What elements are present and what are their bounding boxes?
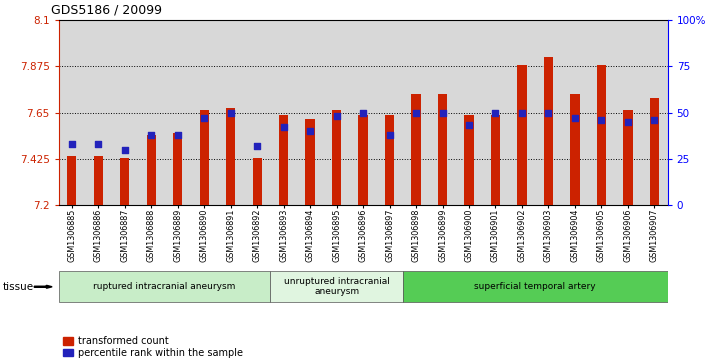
Text: GSM1306901: GSM1306901 <box>491 208 500 262</box>
Point <box>622 119 633 125</box>
Point <box>146 132 157 138</box>
Text: GDS5186 / 20099: GDS5186 / 20099 <box>51 3 162 16</box>
Text: GSM1306904: GSM1306904 <box>570 208 579 262</box>
Text: GSM1306889: GSM1306889 <box>174 208 182 262</box>
Bar <box>271 271 403 302</box>
Bar <box>358 115 368 205</box>
Point <box>198 115 210 121</box>
Point <box>384 132 396 138</box>
Text: GSM1306892: GSM1306892 <box>253 208 261 262</box>
Point <box>251 143 263 149</box>
Text: GSM1306890: GSM1306890 <box>200 208 208 262</box>
Text: GSM1306906: GSM1306906 <box>623 208 633 262</box>
Point <box>172 132 183 138</box>
Bar <box>518 65 527 205</box>
Bar <box>491 115 500 205</box>
Point <box>304 128 316 134</box>
Text: GSM1306888: GSM1306888 <box>147 208 156 262</box>
Point <box>225 110 236 115</box>
Bar <box>438 94 447 205</box>
Text: GSM1306887: GSM1306887 <box>120 208 129 262</box>
Point <box>516 110 528 115</box>
Text: GSM1306886: GSM1306886 <box>94 208 103 262</box>
Text: GSM1306898: GSM1306898 <box>411 208 421 262</box>
Text: GSM1306894: GSM1306894 <box>306 208 315 262</box>
Legend: transformed count, percentile rank within the sample: transformed count, percentile rank withi… <box>64 336 243 358</box>
Text: superficial temporal artery: superficial temporal artery <box>474 282 596 291</box>
Text: unruptured intracranial
aneurysm: unruptured intracranial aneurysm <box>283 277 390 297</box>
Point <box>595 117 607 123</box>
Point <box>543 110 554 115</box>
Text: GSM1306903: GSM1306903 <box>544 208 553 262</box>
Bar <box>650 98 659 205</box>
Bar <box>332 110 341 205</box>
Point <box>490 110 501 115</box>
Bar <box>279 115 288 205</box>
Text: GSM1306893: GSM1306893 <box>279 208 288 262</box>
Text: GSM1306897: GSM1306897 <box>385 208 394 262</box>
Text: GSM1306896: GSM1306896 <box>358 208 368 262</box>
Text: ruptured intracranial aneurysm: ruptured intracranial aneurysm <box>94 282 236 291</box>
Point <box>66 141 78 147</box>
Text: GSM1306905: GSM1306905 <box>597 208 606 262</box>
Point <box>437 110 448 115</box>
Point <box>411 110 422 115</box>
Bar <box>199 110 208 205</box>
Bar <box>94 156 103 205</box>
Bar <box>623 110 633 205</box>
Bar <box>570 94 580 205</box>
Text: GSM1306907: GSM1306907 <box>650 208 659 262</box>
Bar <box>597 65 606 205</box>
Bar <box>253 158 262 205</box>
Text: tissue: tissue <box>3 282 34 292</box>
Point <box>358 110 369 115</box>
Point <box>119 147 131 152</box>
Text: GSM1306885: GSM1306885 <box>67 208 76 262</box>
Bar <box>67 156 76 205</box>
Text: GSM1306900: GSM1306900 <box>465 208 473 262</box>
Text: GSM1306902: GSM1306902 <box>518 208 526 262</box>
Text: GSM1306891: GSM1306891 <box>226 208 235 262</box>
Bar <box>173 133 182 205</box>
Bar <box>306 119 315 205</box>
Bar <box>403 271 668 302</box>
Bar <box>385 115 394 205</box>
Point <box>648 117 660 123</box>
Point <box>331 113 342 119</box>
Text: GSM1306895: GSM1306895 <box>332 208 341 262</box>
Point <box>463 123 475 129</box>
Bar <box>464 115 473 205</box>
Point <box>93 141 104 147</box>
Point <box>569 115 580 121</box>
Bar <box>226 109 236 205</box>
Bar <box>411 94 421 205</box>
Bar <box>59 271 271 302</box>
Bar <box>120 158 129 205</box>
Point <box>278 125 289 130</box>
Text: GSM1306899: GSM1306899 <box>438 208 447 262</box>
Bar <box>146 135 156 205</box>
Bar <box>544 57 553 205</box>
